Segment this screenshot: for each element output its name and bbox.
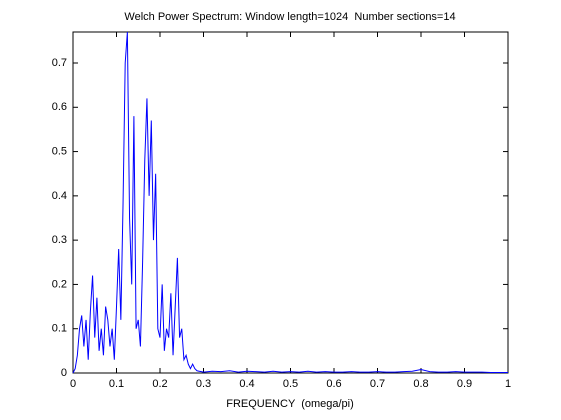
x-tick-label: 0 <box>70 378 76 390</box>
x-axis-label: FREQUENCY (omega/pi) <box>226 398 354 410</box>
x-tick-label: 0.2 <box>152 378 167 390</box>
x-tick-label: 0.4 <box>239 378 254 390</box>
x-tick-label: 0.1 <box>109 378 124 390</box>
x-tick-label: 0.9 <box>457 378 472 390</box>
y-tick-label: 0.5 <box>52 145 67 157</box>
x-tick-label: 0.3 <box>196 378 211 390</box>
chart-title: Welch Power Spectrum: Window length=1024… <box>124 11 455 23</box>
y-tick-label: 0.4 <box>52 190 67 202</box>
x-tick-label: 0.8 <box>413 378 428 390</box>
x-tick-label: 0.6 <box>326 378 341 390</box>
y-tick-label: 0.1 <box>52 323 67 335</box>
y-tick-label: 0.6 <box>52 101 67 113</box>
y-tick-label: 0.3 <box>52 234 67 246</box>
y-tick-label: 0.2 <box>52 278 67 290</box>
axes-box <box>72 31 509 374</box>
y-tick-label: 0 <box>61 367 67 379</box>
x-tick-label: 1 <box>505 378 511 390</box>
y-tick-label: 0.7 <box>52 57 67 69</box>
spectrum-line <box>72 31 508 374</box>
x-tick-label: 0.7 <box>370 378 385 390</box>
x-tick-label: 0.5 <box>283 378 298 390</box>
